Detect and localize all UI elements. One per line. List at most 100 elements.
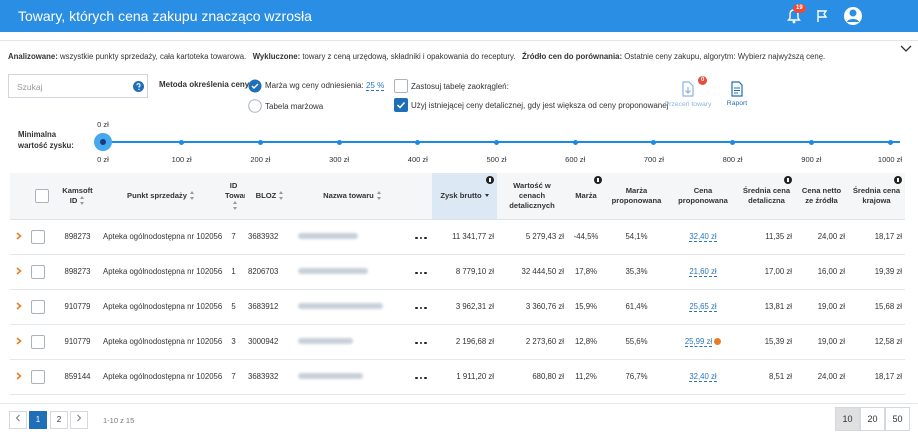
expand-icon[interactable] xyxy=(16,337,22,345)
next-page[interactable] xyxy=(70,411,88,429)
margin-option: Marża wg ceny odniesienia: 25 % xyxy=(265,81,384,90)
dot xyxy=(424,237,427,240)
checkbox[interactable] xyxy=(31,370,45,384)
product-name-blurred xyxy=(295,289,410,324)
column-title: Zysk brutto xyxy=(440,191,481,200)
filter-text: wszystkie punkty sprzedaży, cała kartote… xyxy=(60,52,246,61)
cell-text: 3683912 xyxy=(248,302,278,311)
flag-icon[interactable] xyxy=(816,9,828,23)
column-header[interactable]: Nazwa towaru xyxy=(295,173,410,219)
cell: 11,35 zł xyxy=(738,219,795,254)
sort-desc-icon xyxy=(485,194,489,197)
checkbox[interactable] xyxy=(31,265,45,279)
filter-label: Wykluczone: xyxy=(253,52,301,61)
prev-page[interactable] xyxy=(9,411,27,429)
column-header[interactable]: Cena proponowana xyxy=(668,173,738,219)
cell: 3 962,31 zł xyxy=(432,289,497,324)
proposed-price[interactable]: 25,65 zł xyxy=(689,302,716,312)
slider-tick-label: 200 zł xyxy=(240,155,280,164)
slider-tick xyxy=(415,140,420,145)
column-header[interactable]: Cena netto ze źródła xyxy=(795,173,848,219)
column-header[interactable]: Średnia cena krajowa xyxy=(848,173,905,219)
dot xyxy=(424,272,427,275)
reprice-icon[interactable] xyxy=(680,80,696,98)
cell: 3 xyxy=(222,324,245,359)
column-header[interactable]: ID Towaru xyxy=(222,173,245,219)
checkbox[interactable] xyxy=(31,300,45,314)
proposed-price[interactable]: 32,40 zł xyxy=(689,232,716,242)
slider-tick xyxy=(730,140,735,145)
reprice-button[interactable]: Przeceń towary xyxy=(664,101,712,108)
column-header[interactable]: Marża xyxy=(567,173,605,219)
page-button[interactable]: 2 xyxy=(50,411,68,429)
help-icon[interactable] xyxy=(133,81,144,92)
more-button[interactable] xyxy=(415,377,427,380)
proposed-price[interactable]: 25,99 zł xyxy=(685,337,712,347)
cell-text: 8,51 zł xyxy=(769,372,792,381)
collapse-toggle[interactable] xyxy=(900,45,912,53)
radio-selected[interactable] xyxy=(248,79,262,93)
page-size[interactable]: 20 xyxy=(860,407,885,431)
slider-tick-label: 100 zł xyxy=(162,155,202,164)
cell-text: 3000942 xyxy=(248,337,278,346)
cell-text: 12,8% xyxy=(575,337,597,346)
more-button[interactable] xyxy=(415,342,427,345)
checkbox[interactable] xyxy=(394,79,408,93)
column-header[interactable]: Marża proponowana xyxy=(605,173,668,219)
actions-header xyxy=(410,173,432,219)
checkbox-checked[interactable] xyxy=(394,98,408,112)
cell-text: 5 279,43 zł xyxy=(526,232,564,241)
expand-icon[interactable] xyxy=(16,302,22,310)
product-name-blurred xyxy=(295,254,410,289)
column-header[interactable]: Kamsoft ID xyxy=(55,173,100,219)
cell: 680,80 zł xyxy=(497,359,567,394)
more-button[interactable] xyxy=(415,272,427,275)
expand-icon[interactable] xyxy=(16,372,22,380)
search-input[interactable]: Szukaj xyxy=(8,74,148,98)
column-header[interactable]: Zysk brutto xyxy=(432,173,497,219)
column-header[interactable]: BLOZ xyxy=(245,173,295,219)
column-title: Średnia cena detaliczna xyxy=(743,186,790,205)
cell: 17,00 zł xyxy=(738,254,795,289)
avatar[interactable] xyxy=(844,5,862,27)
column-header[interactable]: Średnia cena detaliczna xyxy=(738,173,795,219)
checkbox[interactable] xyxy=(35,189,49,203)
page-size[interactable]: 50 xyxy=(885,407,910,431)
more-button[interactable] xyxy=(415,237,427,240)
checkbox[interactable] xyxy=(31,335,45,349)
column-title: Cena netto ze źródła xyxy=(802,186,841,205)
checkbox[interactable] xyxy=(31,230,45,244)
margin-value[interactable]: 25 % xyxy=(366,81,384,91)
data-table: Kamsoft IDPunkt sprzedażyID TowaruBLOZNa… xyxy=(10,173,905,430)
slider-tick-label: 400 zł xyxy=(398,155,438,164)
info-icon xyxy=(894,176,902,184)
proposed-price[interactable]: 32,40 zł xyxy=(689,372,716,382)
slider-handle[interactable] xyxy=(94,133,112,151)
method-label: Metoda określenia ceny: xyxy=(159,80,252,89)
page-title: Towary, których cena zakupu znacząco wzr… xyxy=(18,8,312,24)
slider-tick-label: 700 zł xyxy=(634,155,674,164)
expand-icon[interactable] xyxy=(16,232,22,240)
cell: 35,3% xyxy=(605,254,668,289)
table-body: 898273Apteka ogólnodostępna nr 102056736… xyxy=(10,219,905,429)
cell: 61,4% xyxy=(605,289,668,324)
report-button[interactable]: Raport xyxy=(722,100,752,107)
proposed-price[interactable]: 21,60 zł xyxy=(689,267,716,277)
cell-text: Apteka ogólnodostępna nr 102056 xyxy=(103,232,222,241)
top-bar: Towary, których cena zakupu znacząco wzr… xyxy=(0,0,918,32)
expand-icon[interactable] xyxy=(16,267,22,275)
dot xyxy=(420,272,423,275)
column-header[interactable]: Wartość w cenach detalicznych xyxy=(497,173,567,219)
cell-text: 7 xyxy=(231,372,235,381)
report-icon[interactable] xyxy=(729,80,745,98)
cell: 32,40 zł xyxy=(668,219,738,254)
column-header[interactable]: Punkt sprzedaży xyxy=(100,173,222,219)
page-button-active[interactable]: 1 xyxy=(29,411,47,429)
more-button[interactable] xyxy=(415,307,427,310)
page-size-active[interactable]: 10 xyxy=(835,407,860,431)
radio[interactable] xyxy=(248,99,262,113)
sort-icon xyxy=(190,191,195,200)
cell: 25,99 zł xyxy=(668,324,738,359)
select-cell xyxy=(28,289,55,324)
cell-text: 19,00 zł xyxy=(818,337,845,346)
